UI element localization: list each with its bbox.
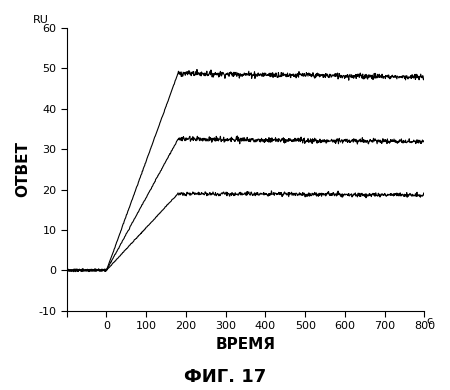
- Y-axis label: ОТВЕТ: ОТВЕТ: [15, 141, 30, 197]
- X-axis label: ВРЕМЯ: ВРЕМЯ: [216, 337, 275, 352]
- Text: RU: RU: [33, 15, 49, 25]
- Text: ФИГ. 17: ФИГ. 17: [184, 368, 266, 386]
- Text: с: с: [426, 316, 432, 326]
